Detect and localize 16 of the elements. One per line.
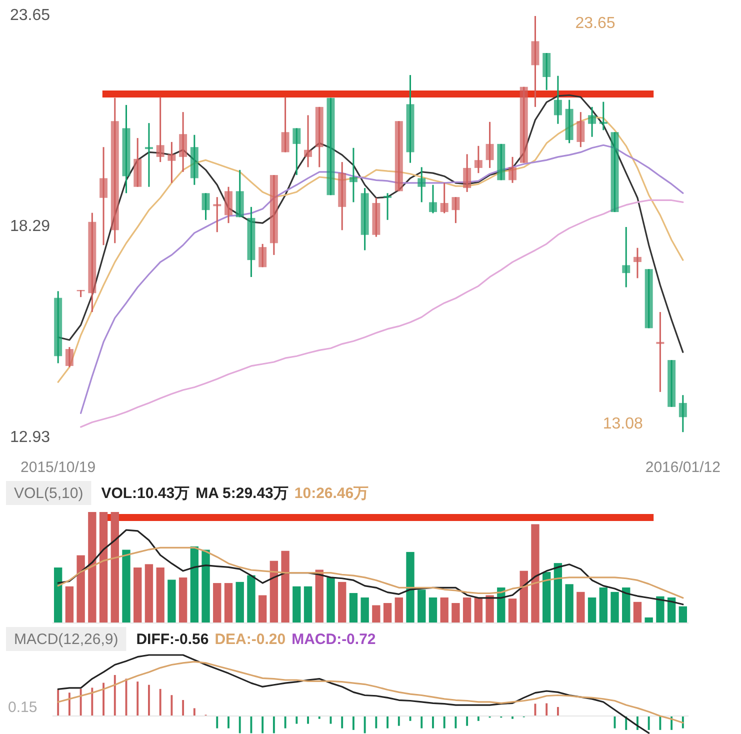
text: 0.15 [8, 698, 38, 716]
chart-title: VOL(5,10) [14, 484, 84, 502]
text: 10:26.46万 [294, 484, 369, 502]
text: MA 5:29.43万 [196, 484, 288, 502]
x-tick-label: 2016/01/12 [645, 459, 720, 476]
y-tick-label: 18.29 [10, 218, 50, 236]
y-tick-label: 23.65 [10, 7, 50, 24]
text: VOL:10.43万 [101, 484, 190, 502]
text: DEA:-0.20 [214, 630, 286, 648]
text: MACD:-0.72 [292, 630, 376, 648]
y-tick-label: 12.93 [10, 429, 50, 446]
annotation: 13.08 [602, 415, 644, 432]
annotation: 23.65 [575, 15, 616, 32]
chart-title: MACD(12,26,9) [14, 630, 118, 648]
text: DIFF:-0.56 [136, 630, 209, 648]
x-tick-label: 2015/10/19 [20, 459, 96, 476]
